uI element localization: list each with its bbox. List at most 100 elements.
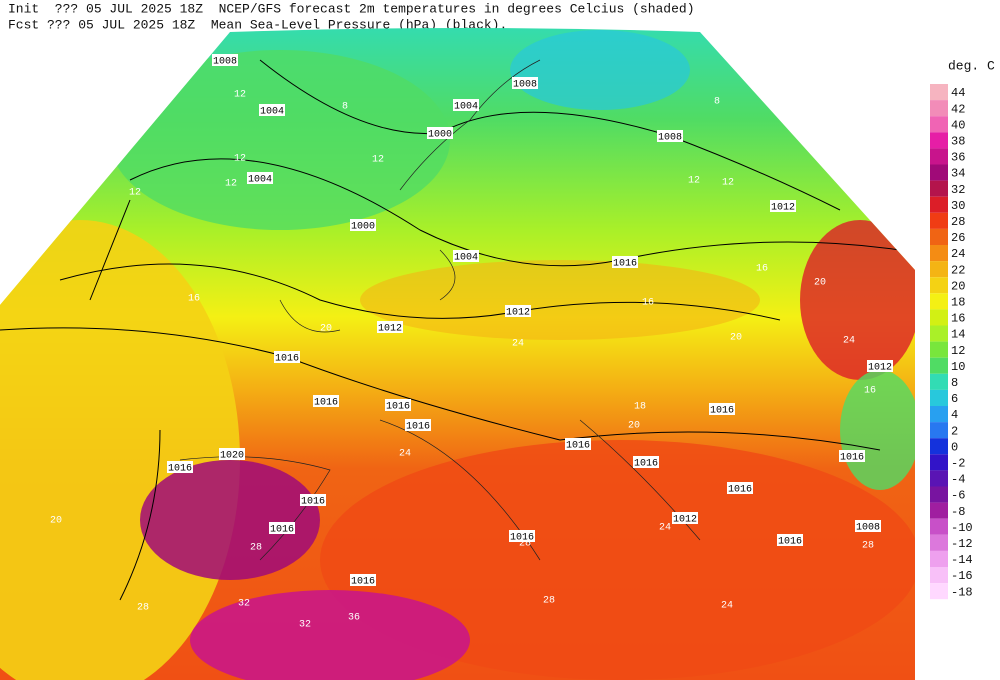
isobar-label-box [219,448,245,460]
isobar-label-box [427,127,453,139]
isobar-label-box [657,130,683,142]
legend-swatch [930,550,948,567]
isobar-label-box [405,419,431,431]
legend-label: -14 [951,553,973,567]
legend-swatch [930,261,948,278]
isobar-label: 1016 [270,525,294,536]
temperature-label: 28 [862,541,874,552]
temperature-label: 16 [756,264,768,275]
legend-swatch [930,454,948,471]
isobar-label: 1000 [351,222,375,233]
isobar-label-box [612,256,638,268]
legend-swatch [930,277,948,294]
legend-swatch [930,116,948,133]
isobar-label-box [247,172,273,184]
temperature-label: 32 [238,599,250,610]
legend-label: 30 [951,199,965,213]
isobar-label: 1016 [510,533,534,544]
isobar-label-box [512,77,538,89]
legend-swatch [930,518,948,535]
temperature-label: 28 [543,596,555,607]
legend-label: -6 [951,489,965,503]
isobar-label-box [269,522,295,534]
isobar-label: 1012 [673,515,697,526]
temperature-label: 20 [50,516,62,527]
legend-swatch [930,148,948,165]
legend-label: 6 [951,392,958,406]
isobar-label-box [453,99,479,111]
legend-label: 38 [951,135,965,149]
temperature-label: 12 [129,188,141,199]
temperature-label: 16 [188,294,200,305]
isobar-label-box [867,360,893,372]
isobar-label-box [212,54,238,66]
legend-swatch [930,389,948,406]
temperature-label: 20 [320,324,332,335]
isobar-label-box [350,574,376,586]
temperature-label: 12 [372,155,384,166]
legend-label: 18 [951,296,965,310]
legend-label: -8 [951,505,965,519]
legend-label: 12 [951,344,965,358]
temperature-label: 12 [688,176,700,187]
legend-label: 20 [951,279,965,293]
legend-label: 44 [951,86,965,100]
temperature-label: 18 [634,402,646,413]
isobar-label: 1016 [275,354,299,365]
legend-label: 10 [951,360,965,374]
legend-swatch [930,100,948,117]
legend-swatch [930,438,948,455]
legend-label: 4 [951,408,958,422]
isobar-label: 1008 [213,57,237,68]
legend-label: 14 [951,328,965,342]
temperature-label: 24 [721,601,733,612]
legend-swatch [930,373,948,390]
legend-swatch [930,567,948,584]
isobar-label: 1016 [351,577,375,588]
isobar-label-box [709,403,735,415]
legend-label: 0 [951,440,958,454]
isobar-label: 1016 [386,402,410,413]
legend-label: 32 [951,183,965,197]
legend-swatch [930,164,948,181]
isobar-label: 1004 [260,107,284,118]
isobar-label-box [385,399,411,411]
legend-label: 24 [951,247,965,261]
legend-swatch [930,486,948,503]
isobar-label: 1004 [454,102,478,113]
temperature-label: 36 [348,613,360,624]
map-labels: 1008 1004 1004 1000 1000 1004 1008 1008 1012 1016… [50,54,893,631]
legend-swatch [930,228,948,245]
isobar-label-box [672,512,698,524]
legend-label: -16 [951,569,973,583]
legend-swatch [930,583,948,600]
legend-swatch [930,357,948,374]
temperature-label: 24 [843,336,855,347]
isobar-label: 1016 [168,464,192,475]
temperature-label: 28 [519,539,531,550]
legend-label: 16 [951,312,965,326]
temperature-label: 28 [137,603,149,614]
legend-label: -4 [951,473,965,487]
map [0,28,915,680]
isobar-label-box [313,395,339,407]
isobar-label-box [633,456,659,468]
legend-label: 8 [951,376,958,390]
legend: 4442403836343230282624222018161412108642… [930,84,973,599]
temperature-label: 8 [342,102,348,113]
isobar-label: 1004 [248,175,272,186]
isobar-label-box [259,104,285,116]
isobar-label: 1012 [771,203,795,214]
isobar-label: 1016 [728,485,752,496]
temperature-label: 16 [864,386,876,397]
legend-label: 42 [951,102,965,116]
temperature-label: 24 [512,339,524,350]
legend-swatch [930,84,948,101]
isobar-label: 1008 [513,80,537,91]
isobar-label: 1016 [710,406,734,417]
legend-label: 34 [951,167,965,181]
isobar-label: 1016 [301,497,325,508]
isobar-label: 1004 [454,253,478,264]
legend-swatch [930,422,948,439]
legend-label: 26 [951,231,965,245]
